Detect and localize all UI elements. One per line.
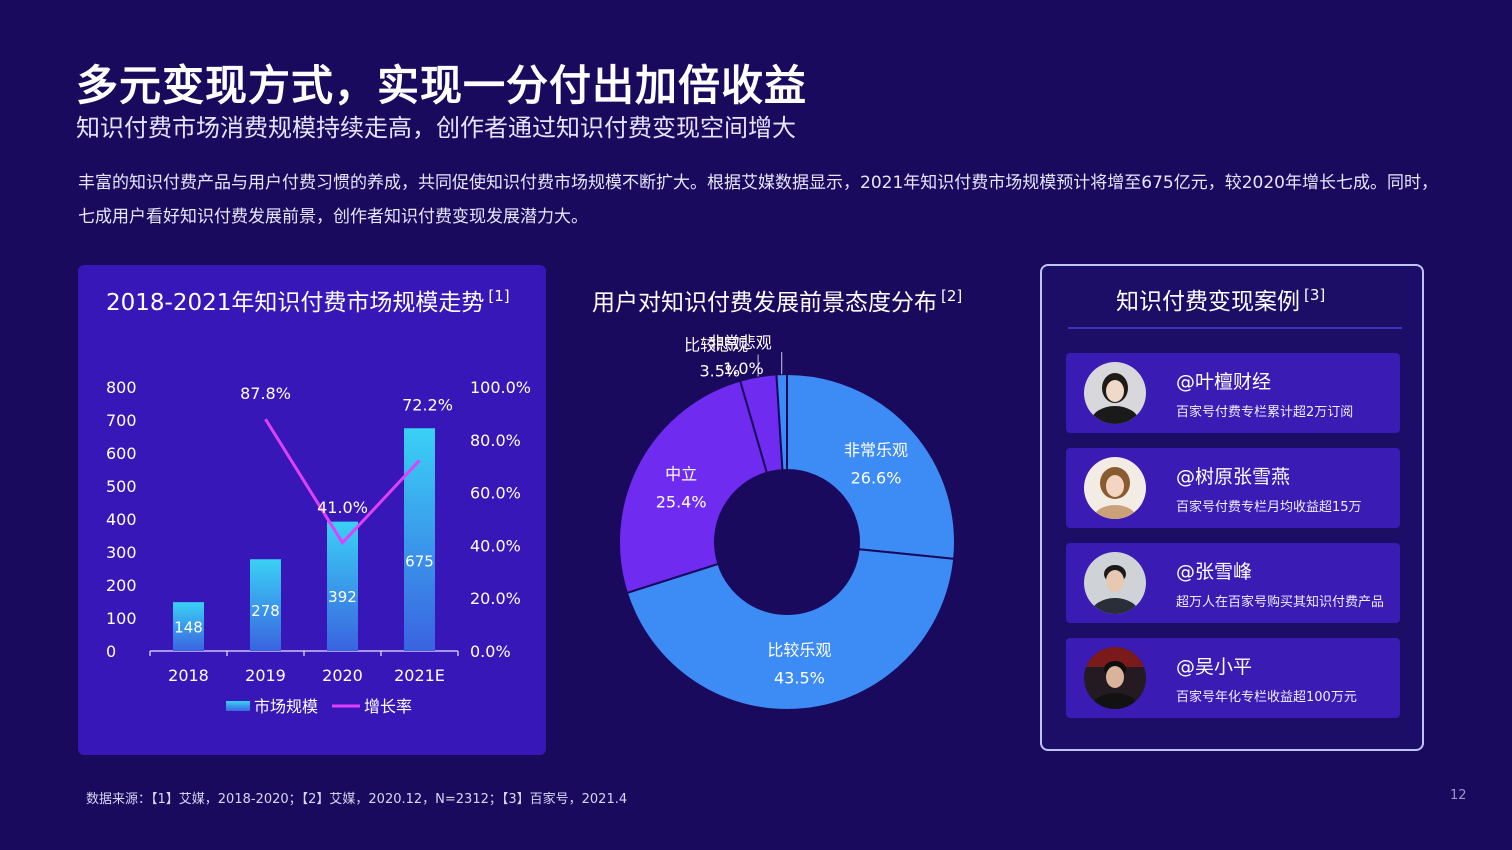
- y-tick-label: 100: [106, 609, 137, 628]
- case-card-zhangxueyan[interactable]: @树原张雪燕 百家号付费专栏月均收益超15万: [1066, 448, 1400, 528]
- data-source-footnote: 数据来源：【1】艾媒，2018-2020；【2】艾媒，2020.12，N=231…: [86, 792, 628, 807]
- avatar-portrait-icon: [1084, 457, 1146, 519]
- donut-slice-value: 43.5%: [774, 668, 825, 687]
- donut-slice-value: 3.5%: [699, 362, 740, 381]
- y2-tick-label: 60.0%: [470, 484, 521, 503]
- avatar: [1084, 647, 1146, 709]
- y-tick-label: 400: [106, 510, 137, 529]
- donut-slice-value: 25.4%: [656, 493, 707, 512]
- growth-line: [264, 418, 421, 546]
- market-size-chart: 0 100 200 300 400 500 600 700 800 0.0% 20.0% 40.0% 6…: [106, 378, 531, 716]
- donut-slice: [775, 372, 788, 472]
- avatar: [1084, 457, 1146, 519]
- avatar-portrait-icon: [1084, 647, 1146, 709]
- bar-data-label: 148: [174, 618, 203, 636]
- case-desc: 百家号付费专栏月均收益超15万: [1176, 500, 1362, 515]
- y-tick-label: 600: [106, 444, 137, 463]
- market-size-chart-title: 2018-2021年知识付费市场规模走势 [1]: [106, 283, 510, 317]
- case-name: @叶檀财经: [1176, 371, 1272, 393]
- bar: [404, 428, 435, 651]
- y2-tick-label: 20.0%: [470, 589, 521, 608]
- avatar-portrait-icon: [1084, 362, 1146, 424]
- avatar: [1084, 362, 1146, 424]
- donut-slice-label: 非常乐观: [844, 441, 908, 460]
- y-tick-label: 0: [106, 642, 116, 661]
- y-tick-label: 300: [106, 543, 137, 562]
- cases-divider: [1068, 327, 1402, 329]
- donut-slice: [618, 379, 769, 595]
- legend-label-line: 增长率: [364, 697, 412, 716]
- avatar: [1084, 552, 1146, 614]
- attitude-chart-title-text: 用户对知识付费发展前景态度分布: [592, 290, 937, 316]
- y2-tick-label: 100.0%: [470, 378, 531, 397]
- legend-swatch-bar: [226, 701, 250, 711]
- case-card-zhangxuefeng[interactable]: @张雪峰 超万人在百家号购买其知识付费产品: [1066, 543, 1400, 623]
- y-tick-label: 700: [106, 411, 137, 430]
- line-data-label: 41.0%: [317, 498, 368, 517]
- bar-data-label: 392: [328, 588, 357, 606]
- market-size-chart-title-text: 2018-2021年知识付费市场规模走势: [106, 290, 485, 316]
- case-desc: 百家号年化专栏收益超100万元: [1176, 690, 1357, 705]
- cases-panel: 知识付费变现案例 [3] @叶檀财经 百家号付费专栏累计超2万订阅 @树原张雪燕 …: [1040, 264, 1424, 751]
- case-card-wuxiaoping[interactable]: @吴小平 百家号年化专栏收益超100万元: [1066, 638, 1400, 718]
- avatar-portrait-icon: [1084, 552, 1146, 614]
- intro-paragraph: 丰富的知识付费产品与用户付费习惯的养成，共同促使知识付费市场规模不断扩大。根据艾…: [78, 173, 1438, 227]
- legend-label-bar: 市场规模: [254, 697, 318, 716]
- page-title: 多元变现方式，实现一分付出加倍收益: [76, 61, 808, 110]
- case-name: @树原张雪燕: [1176, 466, 1291, 488]
- x-tick-label: 2020: [322, 666, 363, 685]
- case-desc: 超万人在百家号购买其知识付费产品: [1176, 595, 1385, 610]
- y-tick-label: 500: [106, 477, 137, 496]
- line-data-label: 87.8%: [240, 384, 291, 403]
- market-size-panel: 2018-2021年知识付费市场规模走势 [1] 0 100 200 300 400 500…: [78, 265, 546, 755]
- page-subtitle: 知识付费市场消费规模持续走高，创作者通过知识付费变现空间增大: [76, 114, 796, 142]
- market-size-chart-ref: [1]: [488, 287, 510, 306]
- bar: [250, 559, 281, 651]
- y2-tick-label: 0.0%: [470, 642, 511, 661]
- donut-slice-label: 中立: [665, 465, 697, 484]
- donut-slice-value: 1.0%: [723, 359, 764, 378]
- x-tick-label: 2018: [168, 666, 209, 685]
- donut-slice-label: 比较悲观: [684, 336, 748, 355]
- bar-data-label: 675: [405, 552, 434, 570]
- line-data-label: 72.2%: [402, 395, 453, 414]
- case-desc: 百家号付费专栏累计超2万订阅: [1176, 405, 1354, 420]
- page-number: 12: [1450, 788, 1467, 803]
- y-tick-label: 800: [106, 378, 137, 397]
- x-tick-label: 2019: [245, 666, 286, 685]
- cases-title-ref: [3]: [1304, 286, 1326, 305]
- donut-slice-label: 比较乐观: [767, 640, 831, 659]
- bar: [173, 602, 204, 651]
- donut-slice-value: 26.6%: [851, 469, 902, 488]
- chart-legend: 市场规模 增长率: [226, 697, 412, 716]
- bar-data-label: 278: [251, 602, 280, 620]
- y-tick-label: 200: [106, 576, 137, 595]
- y2-tick-label: 80.0%: [470, 431, 521, 450]
- attitude-donut-chart: 非常乐观 26.6% 比较乐观 43.5% 中立 25.4% 比较悲观 3.5% 非常悲观 1.0…: [618, 333, 956, 711]
- cases-title-text: 知识付费变现案例: [1116, 289, 1300, 315]
- y2-tick-label: 40.0%: [470, 536, 521, 555]
- donut-slice: [625, 548, 956, 711]
- x-tick-label: 2021E: [394, 666, 445, 685]
- donut-slice-label: 非常悲观: [708, 333, 772, 352]
- attitude-chart-ref: [2]: [941, 287, 963, 306]
- donut-slice: [786, 372, 956, 560]
- case-name: @吴小平: [1176, 656, 1253, 678]
- case-card-yetan[interactable]: @叶檀财经 百家号付费专栏累计超2万订阅: [1066, 353, 1400, 433]
- attitude-chart-title: 用户对知识付费发展前景态度分布 [2]: [592, 283, 962, 317]
- cases-title: 知识付费变现案例 [3]: [1116, 282, 1325, 316]
- case-name: @张雪峰: [1176, 561, 1253, 583]
